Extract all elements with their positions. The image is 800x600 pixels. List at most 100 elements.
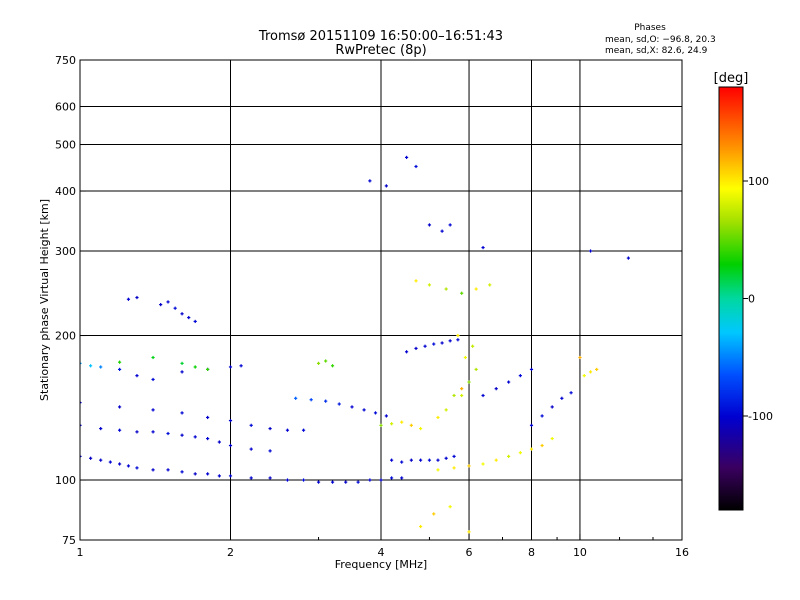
data-point bbox=[309, 398, 313, 402]
data-point bbox=[418, 458, 423, 462]
data-point bbox=[239, 364, 243, 368]
data-point bbox=[80, 423, 82, 427]
data-point bbox=[301, 428, 306, 432]
data-point bbox=[588, 249, 593, 253]
data-point bbox=[389, 422, 394, 426]
data-point bbox=[337, 402, 341, 406]
data-point bbox=[481, 462, 485, 466]
data-point bbox=[404, 155, 409, 160]
data-point bbox=[578, 355, 582, 360]
axis-ticks: 1 2 4 6 8 10 16 75 100 200 300 400 500 600 750 bbox=[55, 54, 689, 559]
data-point bbox=[80, 400, 82, 405]
data-point bbox=[418, 524, 423, 529]
data-point bbox=[414, 279, 418, 283]
data-point bbox=[436, 468, 440, 472]
data-point bbox=[285, 478, 290, 482]
data-point bbox=[384, 414, 388, 418]
data-point bbox=[400, 460, 404, 464]
data-point bbox=[151, 355, 155, 360]
colorbar-ticks: 100 0 -100 bbox=[743, 175, 773, 423]
data-point bbox=[268, 476, 272, 480]
y-tick-label: 500 bbox=[55, 139, 76, 152]
data-point bbox=[436, 458, 440, 462]
data-point bbox=[330, 480, 335, 484]
data-point bbox=[228, 443, 233, 448]
colorbar-tick-label: 100 bbox=[748, 175, 769, 188]
data-point bbox=[151, 408, 155, 412]
chart-title: Tromsø 20151109 16:50:00–16:51:43 bbox=[258, 29, 503, 44]
data-point bbox=[356, 480, 360, 484]
data-point bbox=[108, 460, 112, 464]
data-point bbox=[301, 478, 306, 482]
data-point bbox=[444, 287, 448, 291]
data-point bbox=[432, 342, 436, 346]
data-point bbox=[350, 405, 354, 409]
data-point bbox=[166, 468, 170, 472]
data-point bbox=[193, 365, 197, 369]
data-point bbox=[626, 256, 631, 260]
y-axis-label: Stationary phase Virtual Height [km] bbox=[38, 199, 51, 401]
data-point bbox=[135, 430, 139, 434]
data-point bbox=[540, 443, 544, 448]
data-point bbox=[88, 456, 93, 460]
x-tick-label: 1 bbox=[77, 546, 84, 559]
data-point bbox=[117, 360, 122, 364]
data-point bbox=[582, 374, 586, 378]
data-point bbox=[228, 418, 233, 423]
data-point bbox=[432, 512, 436, 516]
data-point bbox=[389, 458, 394, 462]
data-point bbox=[448, 339, 452, 343]
data-point bbox=[206, 436, 210, 441]
data-point bbox=[379, 478, 383, 482]
data-point bbox=[316, 480, 321, 484]
data-point bbox=[460, 393, 464, 398]
data-point bbox=[268, 426, 272, 431]
x-tick-label: 10 bbox=[573, 546, 587, 559]
data-point bbox=[180, 370, 184, 374]
data-point bbox=[373, 411, 378, 415]
data-point bbox=[518, 451, 522, 455]
data-point bbox=[80, 454, 82, 459]
data-point bbox=[436, 415, 440, 420]
y-tick-label: 75 bbox=[62, 534, 76, 547]
data-point bbox=[180, 312, 184, 316]
data-point bbox=[117, 405, 122, 409]
x-tick-label: 2 bbox=[227, 546, 234, 559]
data-point bbox=[560, 396, 564, 400]
x-axis-label: Frequency [MHz] bbox=[335, 558, 427, 571]
colorbar-label: [deg] bbox=[714, 71, 749, 86]
data-point bbox=[249, 447, 253, 451]
data-point bbox=[206, 415, 210, 420]
x-tick-label: 6 bbox=[466, 546, 473, 559]
data-point bbox=[368, 179, 372, 183]
data-point bbox=[330, 364, 335, 368]
data-point bbox=[418, 426, 423, 431]
data-point bbox=[166, 300, 170, 304]
data-point bbox=[135, 295, 139, 300]
data-point bbox=[518, 374, 522, 378]
data-point bbox=[117, 462, 122, 466]
phase-stat-x: mean, sd,X: 82.6, 24.9 bbox=[605, 46, 708, 56]
x-tick-label: 8 bbox=[528, 546, 535, 559]
data-point bbox=[117, 367, 122, 372]
data-point bbox=[409, 458, 413, 462]
x-tick-label: 16 bbox=[675, 546, 689, 559]
data-point bbox=[344, 480, 348, 484]
data-points bbox=[80, 155, 631, 534]
data-point bbox=[452, 454, 456, 459]
data-point bbox=[467, 464, 471, 468]
data-point bbox=[389, 476, 394, 480]
data-point bbox=[400, 420, 404, 424]
data-point bbox=[173, 306, 177, 310]
data-point bbox=[494, 387, 498, 391]
data-point bbox=[507, 380, 511, 384]
data-point bbox=[193, 435, 197, 439]
data-point bbox=[180, 361, 184, 365]
y-tick-label: 600 bbox=[55, 101, 76, 114]
data-point bbox=[474, 287, 478, 291]
y-tick-label: 400 bbox=[55, 185, 76, 198]
phase-header: Phases bbox=[634, 23, 666, 33]
data-point bbox=[460, 387, 464, 391]
data-point bbox=[379, 423, 383, 427]
